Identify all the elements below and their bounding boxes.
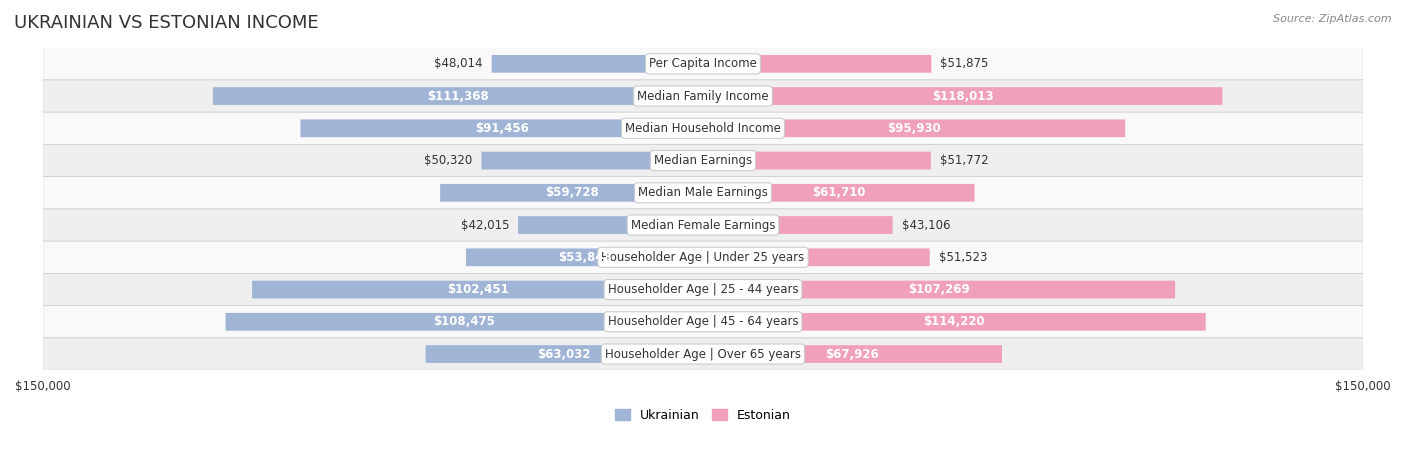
Text: $50,320: $50,320 — [425, 154, 472, 167]
Text: $95,930: $95,930 — [887, 122, 941, 135]
Text: $67,926: $67,926 — [825, 347, 879, 361]
FancyBboxPatch shape — [225, 313, 703, 331]
FancyBboxPatch shape — [465, 248, 703, 266]
FancyBboxPatch shape — [703, 152, 931, 170]
FancyBboxPatch shape — [42, 241, 1364, 274]
FancyBboxPatch shape — [42, 80, 1364, 112]
Text: Median Female Earnings: Median Female Earnings — [631, 219, 775, 232]
FancyBboxPatch shape — [42, 177, 1364, 209]
Text: Householder Age | 45 - 64 years: Householder Age | 45 - 64 years — [607, 315, 799, 328]
FancyBboxPatch shape — [703, 184, 974, 202]
Text: $102,451: $102,451 — [447, 283, 509, 296]
Text: $53,843: $53,843 — [558, 251, 612, 264]
FancyBboxPatch shape — [42, 274, 1364, 306]
Text: UKRAINIAN VS ESTONIAN INCOME: UKRAINIAN VS ESTONIAN INCOME — [14, 14, 319, 32]
FancyBboxPatch shape — [703, 55, 931, 73]
FancyBboxPatch shape — [212, 87, 703, 105]
Text: $91,456: $91,456 — [475, 122, 529, 135]
Text: Householder Age | 25 - 44 years: Householder Age | 25 - 44 years — [607, 283, 799, 296]
Text: $61,710: $61,710 — [813, 186, 866, 199]
FancyBboxPatch shape — [703, 120, 1125, 137]
FancyBboxPatch shape — [42, 209, 1364, 241]
Text: Source: ZipAtlas.com: Source: ZipAtlas.com — [1274, 14, 1392, 24]
Text: Householder Age | Over 65 years: Householder Age | Over 65 years — [605, 347, 801, 361]
Text: Median Earnings: Median Earnings — [654, 154, 752, 167]
Text: $118,013: $118,013 — [932, 90, 994, 103]
Text: $59,728: $59,728 — [544, 186, 599, 199]
FancyBboxPatch shape — [703, 248, 929, 266]
FancyBboxPatch shape — [42, 144, 1364, 177]
FancyBboxPatch shape — [252, 281, 703, 298]
Text: $51,875: $51,875 — [941, 57, 988, 71]
FancyBboxPatch shape — [517, 216, 703, 234]
Text: Median Household Income: Median Household Income — [626, 122, 780, 135]
FancyBboxPatch shape — [42, 338, 1364, 370]
FancyBboxPatch shape — [440, 184, 703, 202]
Legend: Ukrainian, Estonian: Ukrainian, Estonian — [614, 409, 792, 422]
Text: $51,523: $51,523 — [939, 251, 987, 264]
Text: Householder Age | Under 25 years: Householder Age | Under 25 years — [602, 251, 804, 264]
FancyBboxPatch shape — [301, 120, 703, 137]
Text: $63,032: $63,032 — [537, 347, 591, 361]
Text: $108,475: $108,475 — [433, 315, 495, 328]
FancyBboxPatch shape — [481, 152, 703, 170]
FancyBboxPatch shape — [703, 345, 1002, 363]
Text: $107,269: $107,269 — [908, 283, 970, 296]
Text: $48,014: $48,014 — [434, 57, 482, 71]
FancyBboxPatch shape — [703, 281, 1175, 298]
FancyBboxPatch shape — [492, 55, 703, 73]
Text: Median Family Income: Median Family Income — [637, 90, 769, 103]
Text: $51,772: $51,772 — [939, 154, 988, 167]
Text: $42,015: $42,015 — [461, 219, 509, 232]
Text: $114,220: $114,220 — [924, 315, 986, 328]
FancyBboxPatch shape — [703, 216, 893, 234]
Text: $111,368: $111,368 — [427, 90, 489, 103]
FancyBboxPatch shape — [42, 112, 1364, 144]
Text: $43,106: $43,106 — [901, 219, 950, 232]
FancyBboxPatch shape — [703, 87, 1222, 105]
FancyBboxPatch shape — [42, 48, 1364, 80]
Text: Median Male Earnings: Median Male Earnings — [638, 186, 768, 199]
FancyBboxPatch shape — [426, 345, 703, 363]
FancyBboxPatch shape — [703, 313, 1206, 331]
FancyBboxPatch shape — [42, 306, 1364, 338]
Text: Per Capita Income: Per Capita Income — [650, 57, 756, 71]
